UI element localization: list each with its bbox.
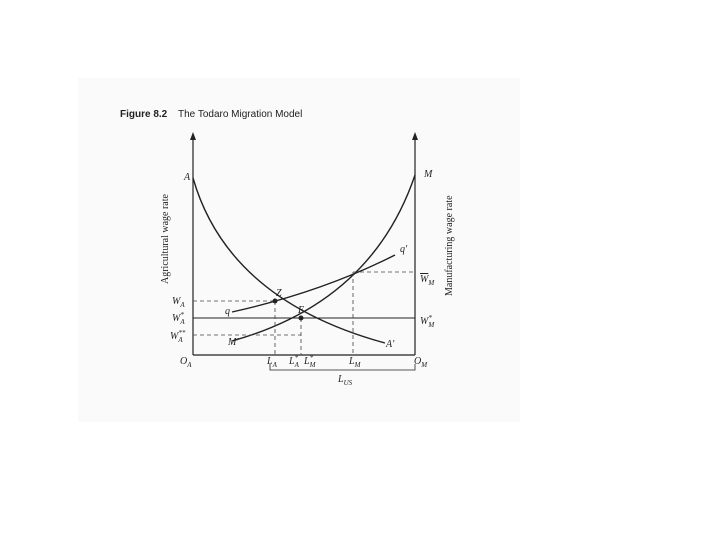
label-main: L [303, 356, 310, 367]
diagram-label: q [225, 306, 230, 317]
diagram-label: WA [172, 296, 185, 309]
diagram-label: q' [400, 244, 408, 255]
label-sup: * [180, 311, 184, 319]
scan [78, 78, 520, 422]
diagram-label: OM [414, 356, 428, 369]
figure-title: The Todaro Migration Model [178, 109, 302, 120]
diagram-label: W** A [170, 329, 186, 344]
label-main: W [170, 331, 180, 342]
label-sub: A [179, 301, 185, 309]
label-main: W [420, 274, 430, 285]
label-main: M' [227, 337, 239, 348]
diagram-label: OA [180, 356, 192, 369]
diagram-label: W* M [420, 314, 435, 329]
label-main: W [172, 296, 182, 307]
label-sub: A [272, 361, 278, 369]
diagram-label: E [297, 305, 304, 316]
diagram-label: LM [348, 356, 362, 369]
guides [193, 271, 416, 371]
figure-number: Figure 8.2 [120, 109, 168, 120]
label-main: L [337, 374, 344, 385]
label-sub: A [186, 361, 192, 369]
label-main: q [225, 306, 230, 317]
diagram-label: WM [420, 274, 435, 287]
right-axis-label: Manufacturing wage rate [444, 195, 455, 296]
diagram-label: A [183, 172, 191, 183]
label-sub: M [420, 361, 428, 369]
label-sub: A [177, 336, 183, 344]
diagram-label: W* A [172, 311, 185, 326]
label-main: L [288, 356, 295, 367]
label-main: Z [276, 288, 282, 299]
label-main: L [266, 356, 273, 367]
label-sub: M [427, 321, 435, 329]
diagram-label: L* A [288, 354, 300, 369]
axes [190, 132, 418, 356]
label-main: A [183, 172, 191, 183]
label-main: L [348, 356, 355, 367]
diagram-label: M [423, 169, 433, 180]
label-sup: * [428, 314, 432, 322]
label-main: q' [400, 244, 408, 255]
label-sub: A [179, 318, 185, 326]
label-main: M [423, 169, 433, 180]
diagram-label: A' [385, 339, 395, 350]
label-main: A' [385, 339, 395, 350]
label-sub: M [427, 279, 435, 287]
label-main: W [420, 316, 430, 327]
curves [192, 174, 416, 344]
diagram-label: M' [227, 337, 239, 348]
label-sup: * [295, 354, 299, 362]
label-sub: M [309, 361, 317, 369]
diagram-label: L* M [303, 354, 317, 369]
label-main: O [414, 356, 421, 367]
diagram-label: LUS [337, 374, 353, 387]
diagram-label: LA [266, 356, 278, 369]
label-main: W [172, 313, 182, 324]
left-axis-label: Agricultural wage rate [160, 193, 171, 284]
label-sup: ** [178, 329, 186, 337]
label-sub: US [344, 379, 353, 387]
label-main: O [180, 356, 187, 367]
label-sub: M [354, 361, 362, 369]
label-sub: A [294, 361, 300, 369]
label-sup: * [310, 354, 314, 362]
diagram-label: Z [276, 288, 282, 299]
label-main: E [297, 305, 304, 316]
